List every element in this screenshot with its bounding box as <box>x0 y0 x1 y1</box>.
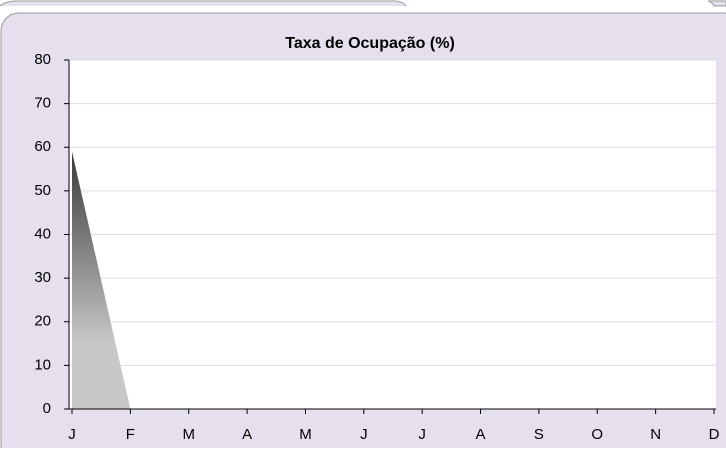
x-tick-label: D <box>709 426 720 443</box>
x-tick-label: M <box>299 426 312 443</box>
x-tick-label: S <box>534 426 544 443</box>
chart-title: Taxa de Ocupação (%) <box>285 35 455 52</box>
x-tick-label: J <box>68 426 76 443</box>
x-tick-label: N <box>650 426 661 443</box>
x-tick-label: F <box>126 426 135 443</box>
y-tick-label: 20 <box>34 313 51 330</box>
x-tick-label: A <box>476 426 486 443</box>
x-tick-label: M <box>182 426 195 443</box>
y-tick-label: 40 <box>34 225 51 242</box>
neighbor-panel <box>0 0 407 7</box>
y-tick-label: 80 <box>34 51 51 68</box>
y-tick-label: 60 <box>34 138 51 155</box>
x-tick-label: A <box>242 426 252 443</box>
y-tick-label: 70 <box>34 95 51 112</box>
y-tick-label: 10 <box>34 356 51 373</box>
y-tick-label: 0 <box>43 400 51 417</box>
x-tick-label: J <box>418 426 426 443</box>
neighbor-panel <box>707 0 726 7</box>
y-tick-label: 30 <box>34 269 51 286</box>
x-tick-label: J <box>360 426 368 443</box>
x-tick-label: O <box>591 426 603 443</box>
y-tick-label: 50 <box>34 182 51 199</box>
